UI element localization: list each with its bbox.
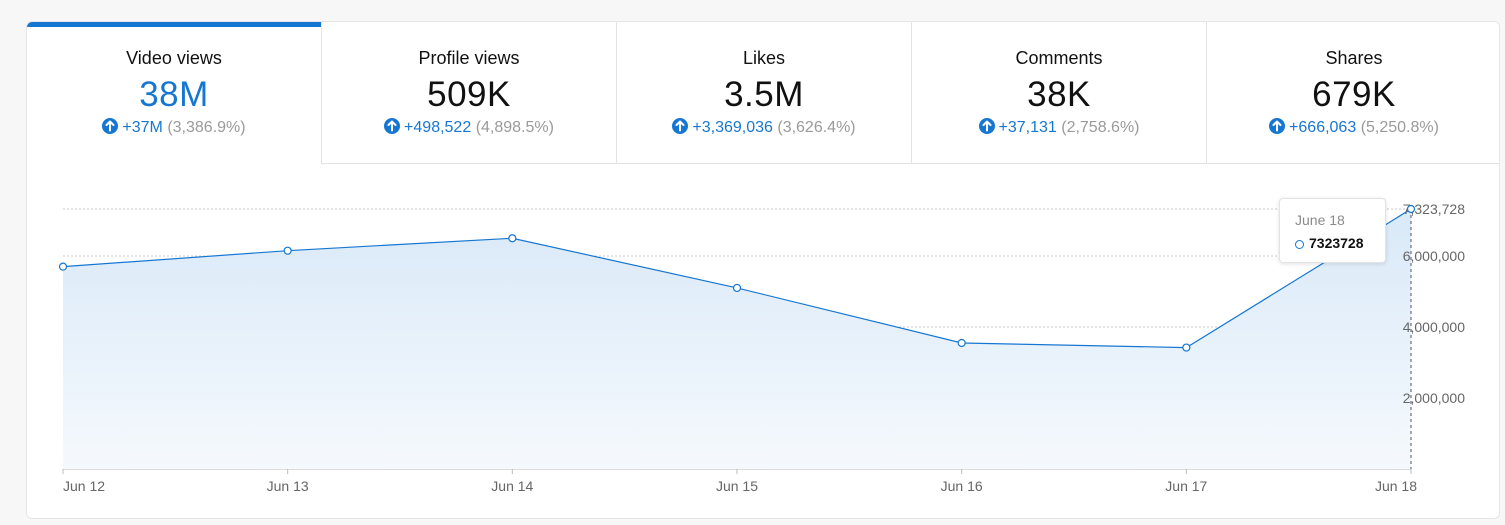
views-line-chart: 2,000,000 4,000,000 6,000,000 7,323,728 Jun… bbox=[58, 201, 1465, 494]
x-tick-label: Jun 18 bbox=[1375, 478, 1417, 494]
data-point bbox=[58, 262, 68, 271]
tab-value: 38M bbox=[139, 75, 209, 114]
tooltip-value: 7323728 bbox=[1309, 235, 1364, 251]
tab-value: 509K bbox=[427, 75, 511, 114]
tooltip-series-dot bbox=[1295, 240, 1304, 249]
data-point bbox=[957, 338, 966, 348]
tab-label: Likes bbox=[742, 48, 786, 68]
data-point bbox=[1182, 343, 1191, 352]
x-tick-label: Jun 17 bbox=[1165, 478, 1207, 494]
y-tick-label: 2,000,000 bbox=[1403, 390, 1465, 406]
metric-tabs: Video views 38M +37M (3,386.9%) Profile … bbox=[27, 22, 1499, 164]
tab-profile-views[interactable]: Profile views 509K +498,522 (4,898.5%) bbox=[321, 22, 616, 164]
delta-absolute: +498,522 bbox=[404, 119, 472, 136]
arrow-up-icon bbox=[978, 118, 995, 134]
tab-shares[interactable]: Shares 679K +666,063 (5,250.8%) bbox=[1206, 22, 1499, 164]
delta-absolute: +37M bbox=[122, 119, 163, 136]
tab-delta: +666,063 (5,250.8%) bbox=[1207, 118, 1499, 137]
tooltip-date: June 18 bbox=[1295, 212, 1345, 228]
arrow-up-icon bbox=[102, 118, 119, 134]
tab-likes[interactable]: Likes 3.5M +3,369,036 (3,626.4%) bbox=[616, 22, 911, 164]
arrow-up-icon bbox=[672, 118, 689, 134]
tab-value: 38K bbox=[1027, 75, 1091, 114]
tab-label: Shares bbox=[1325, 48, 1383, 68]
x-tick-label: Jun 16 bbox=[941, 478, 983, 494]
tab-value: 3.5M bbox=[724, 75, 804, 114]
x-tick-label: Jun 13 bbox=[267, 478, 309, 494]
y-tick-label: 4,000,000 bbox=[1403, 319, 1465, 335]
delta-absolute: +37,131 bbox=[998, 119, 1057, 136]
chart-tooltip: June 18 7323728 bbox=[1279, 198, 1386, 263]
x-tick-label: Jun 12 bbox=[63, 478, 105, 494]
y-tick-label: 6,000,000 bbox=[1403, 248, 1465, 264]
y-tick-label: 7,323,728 bbox=[1403, 201, 1465, 217]
data-point bbox=[1406, 204, 1416, 214]
delta-percent: (2,758.6%) bbox=[1061, 119, 1140, 136]
arrow-up-icon bbox=[1269, 118, 1286, 134]
tab-label: Comments bbox=[1015, 48, 1103, 68]
tab-value: 679K bbox=[1312, 75, 1396, 114]
delta-percent: (3,386.9%) bbox=[167, 119, 246, 136]
delta-percent: (4,898.5%) bbox=[475, 119, 554, 136]
analytics-card: Video views 38M +37M (3,386.9%) Profile … bbox=[26, 21, 1500, 519]
delta-absolute: +3,369,036 bbox=[692, 119, 773, 136]
tab-delta: +3,369,036 (3,626.4%) bbox=[617, 118, 911, 137]
delta-absolute: +666,063 bbox=[1289, 119, 1357, 136]
data-point bbox=[732, 283, 742, 293]
data-point bbox=[283, 246, 292, 255]
area-fill bbox=[63, 209, 1411, 469]
tab-delta: +37,131 (2,758.6%) bbox=[912, 118, 1206, 137]
delta-percent: (3,626.4%) bbox=[777, 119, 856, 136]
x-tick-label: Jun 15 bbox=[716, 478, 758, 494]
tab-label: Video views bbox=[126, 48, 222, 68]
tab-comments[interactable]: Comments 38K +37,131 (2,758.6%) bbox=[911, 22, 1206, 164]
tab-video-views[interactable]: Video views 38M +37M (3,386.9%) bbox=[27, 22, 321, 164]
tab-delta: +37M (3,386.9%) bbox=[27, 118, 321, 137]
data-point bbox=[508, 234, 517, 243]
delta-percent: (5,250.8%) bbox=[1360, 119, 1439, 136]
x-tick-label: Jun 14 bbox=[491, 478, 533, 494]
arrow-up-icon bbox=[384, 118, 401, 134]
tab-delta: +498,522 (4,898.5%) bbox=[322, 118, 616, 137]
tab-label: Profile views bbox=[418, 48, 520, 68]
